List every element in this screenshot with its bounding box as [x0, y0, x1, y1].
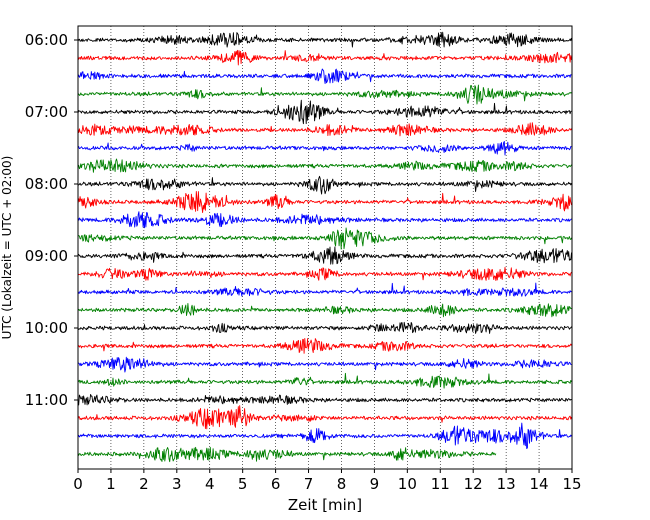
trace-0730 — [77, 140, 572, 156]
x-tick-label: 10 — [398, 475, 417, 493]
x-tick-label: 7 — [304, 475, 314, 493]
x-tick-label: 4 — [205, 475, 215, 493]
trace-0930 — [77, 282, 572, 297]
plot-frame — [77, 25, 573, 470]
trace-0630 — [77, 68, 572, 85]
trace-0715 — [77, 122, 572, 137]
trace-0845 — [77, 227, 572, 250]
y-axis-ticks: 06:00 07:00 08:00 09:00 10:00 11:00 — [25, 31, 78, 409]
trace-0815 — [77, 191, 572, 213]
x-tick-label: 2 — [139, 475, 149, 493]
trace-0830 — [77, 211, 572, 229]
x-tick-label: 9 — [370, 475, 380, 493]
trace-0900 — [77, 246, 572, 265]
trace-1000 — [77, 321, 572, 334]
trace-1130 — [77, 422, 572, 449]
trace-0600 — [77, 31, 572, 48]
trace-0915 — [77, 266, 572, 282]
trace-1045 — [77, 372, 572, 389]
trace-0700 — [77, 99, 572, 125]
y-tick-label: 08:00 — [25, 175, 68, 193]
y-tick-label: 07:00 — [25, 103, 68, 121]
trace-1100 — [77, 394, 572, 406]
trace-0800 — [77, 175, 572, 195]
x-tick-label: 14 — [530, 475, 549, 493]
y-tick-label: 09:00 — [25, 247, 68, 265]
y-tick-label: 11:00 — [25, 391, 68, 409]
y-tick-label: 10:00 — [25, 319, 68, 337]
x-tick-label: 11 — [431, 475, 450, 493]
trace-1145 — [77, 446, 497, 463]
x-tick-label: 3 — [172, 475, 182, 493]
trace-0645 — [77, 84, 572, 105]
x-tick-label: 1 — [106, 475, 116, 493]
trace-0615 — [77, 49, 572, 66]
x-tick-label: 0 — [73, 475, 83, 493]
x-tick-label: 5 — [238, 475, 248, 493]
x-axis-ticks: 0 1 2 3 4 5 6 7 8 9 10 11 12 13 14 15 — [73, 469, 582, 493]
trace-1015 — [77, 337, 572, 354]
x-tick-label: 15 — [562, 475, 581, 493]
y-axis-label: UTC (Lokalzeit = UTC + 02:00) — [0, 156, 14, 340]
trace-0745 — [77, 158, 572, 173]
seismic-traces — [77, 31, 572, 463]
trace-1115 — [77, 405, 572, 430]
grid-lines — [110, 26, 540, 469]
x-tick-label: 6 — [271, 475, 281, 493]
y-tick-label: 06:00 — [25, 31, 68, 49]
x-tick-label: 8 — [337, 475, 347, 493]
x-tick-label: 13 — [497, 475, 516, 493]
x-axis-label: Zeit [min] — [288, 496, 362, 514]
trace-0945 — [77, 303, 572, 318]
trace-1030 — [77, 356, 572, 373]
x-tick-label: 12 — [464, 475, 483, 493]
